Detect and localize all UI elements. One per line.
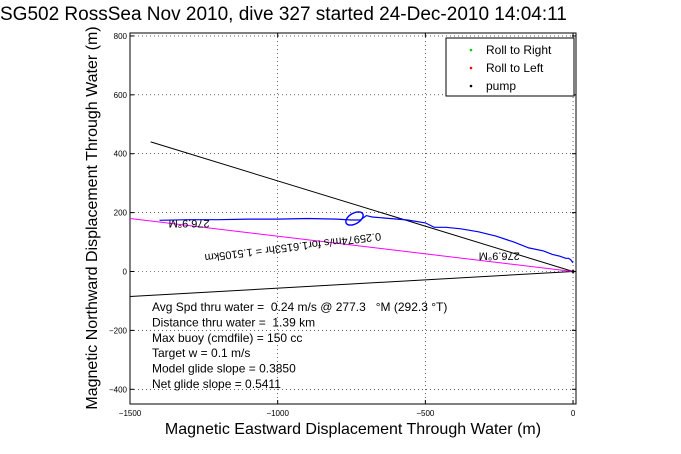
x-axis-label: Magnetic Eastward Displacement Through W… — [165, 421, 541, 438]
legend-box — [445, 37, 575, 97]
track-loop — [345, 211, 364, 226]
x-tick-label: −500 — [416, 409, 435, 418]
legend-label: Roll to Left — [486, 61, 544, 75]
heading-annotation: 0.25974m/s for1.6153hr = 1.5105km — [204, 230, 382, 264]
y-tick-label: 600 — [114, 91, 128, 100]
series-layer — [129, 141, 575, 297]
stats-line: Max buoy (cmdfile) = 150 cc — [152, 331, 302, 345]
heading-annotation: 276.9°M — [479, 249, 520, 261]
reference-line — [129, 218, 574, 272]
x-tick-label: −1000 — [266, 409, 289, 418]
y-tick-label: 200 — [114, 209, 128, 218]
y-tick-label: −400 — [109, 385, 128, 394]
stats-line: Model glide slope = 0.3850 — [152, 362, 296, 376]
y-tick-label: 800 — [114, 32, 128, 41]
reference-line — [129, 271, 574, 297]
legend-label: pump — [486, 79, 516, 93]
legend: Roll to Right Roll to Left pump — [445, 37, 575, 97]
dive-track — [159, 214, 574, 264]
legend-marker — [469, 66, 473, 70]
stats-layer: Avg Spd thru water = 0.24 m/s @ 277.3 °M… — [152, 300, 447, 391]
stats-line: Target w = 0.1 m/s — [152, 346, 250, 360]
chart-title: SG502 RossSea Nov 2010, dive 327 started… — [0, 4, 567, 25]
legend-marker — [469, 48, 473, 52]
legend-marker — [469, 84, 473, 88]
y-axis-label: Magnetic Northward Displacement Through … — [84, 26, 101, 409]
legend-label: Roll to Right — [486, 43, 552, 57]
x-tick-label: 0 — [571, 409, 576, 418]
reference-line — [150, 141, 574, 272]
stats-line: Distance thru water = 1.39 km — [152, 315, 315, 329]
stats-line: Avg Spd thru water = 0.24 m/s @ 277.3 °M… — [152, 300, 447, 314]
y-tick-label: −200 — [109, 326, 128, 335]
x-tick-label: −1500 — [119, 409, 142, 418]
y-tick-label: 0 — [123, 268, 128, 277]
stats-line: Net glide slope = 0.5411 — [152, 377, 281, 391]
tick-layer: −1500 −1000 −500 0 −400 −200 0 200 400 600 800 — [109, 32, 576, 418]
y-tick-label: 400 — [114, 150, 128, 159]
heading-annotation: 276.9°M — [169, 217, 210, 229]
